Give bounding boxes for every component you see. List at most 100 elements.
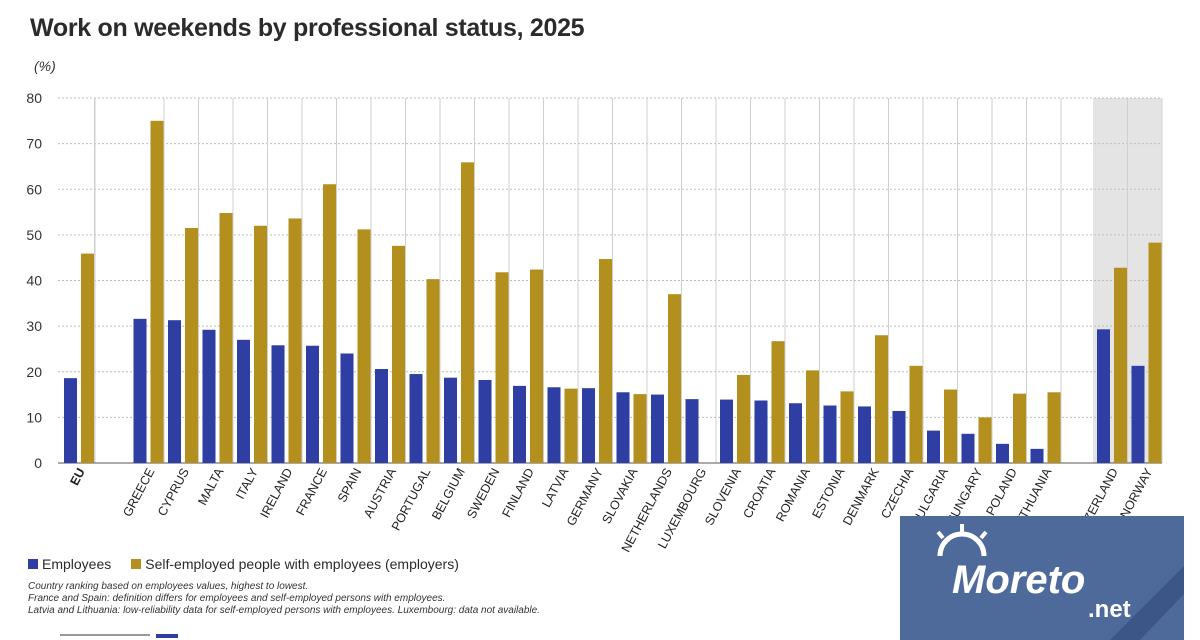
x-tick-label: FINLAND — [499, 466, 536, 520]
bar-employees — [858, 406, 871, 463]
bar-employers — [668, 294, 681, 463]
bar-employers — [81, 253, 94, 463]
x-tick-label: ESTONIA — [809, 465, 847, 520]
bar-employers — [840, 391, 854, 463]
chart-title: Work on weekends by professional status,… — [30, 14, 585, 42]
y-tick-label: 50 — [26, 227, 42, 243]
bar-employees — [271, 345, 285, 463]
bar-employers — [1013, 393, 1026, 463]
x-tick-label: FRANCE — [293, 466, 329, 518]
bar-employers — [1047, 392, 1061, 463]
bar-employees — [444, 377, 457, 463]
bar-employees — [547, 387, 561, 463]
x-tick-label: AUSTRIA — [361, 465, 399, 520]
bar-employees — [685, 399, 699, 463]
bar-employers — [357, 229, 371, 463]
x-tick-label: MALTA — [195, 465, 226, 507]
y-tick-label: 80 — [26, 90, 42, 106]
bar-employers — [323, 184, 336, 463]
bar-employers — [1148, 242, 1162, 463]
bar-employees — [409, 374, 423, 463]
bar-employers — [461, 162, 474, 464]
bar-employers — [737, 374, 750, 463]
bar-employers — [219, 212, 233, 463]
bar-employees — [513, 385, 526, 463]
bar-employers — [875, 335, 888, 463]
bar-employers — [599, 259, 612, 463]
y-tick-label: 10 — [26, 409, 42, 425]
bar-employees — [927, 430, 940, 463]
x-tick-label: SPAIN — [335, 466, 365, 505]
bar-employees — [64, 378, 77, 463]
bar-employers — [185, 228, 198, 463]
x-tick-label: SWEDEN — [464, 466, 502, 521]
bar-employers — [426, 279, 440, 463]
y-tick-label: 60 — [26, 181, 42, 197]
y-tick-label: 0 — [34, 455, 42, 471]
bar-employees — [961, 433, 975, 463]
bar-employees — [168, 320, 181, 463]
x-tick-label: CZECHIA — [878, 465, 916, 521]
legend-label-employees: Employees — [42, 556, 112, 572]
bar-employees — [340, 353, 354, 463]
bar-employers — [806, 370, 819, 463]
footer-logo-fragment — [60, 634, 178, 638]
bar-employers — [530, 269, 543, 463]
bar-employees — [651, 394, 664, 463]
bar-employers — [288, 218, 302, 463]
bar-employees — [1131, 365, 1145, 463]
bar-employers — [495, 272, 509, 463]
legend-employers: Self-employed people with employees (emp… — [131, 556, 459, 572]
bar-employees — [996, 443, 1009, 463]
bar-employees — [478, 379, 492, 463]
x-tick-label: NORWAY — [1117, 465, 1155, 520]
bar-employers — [909, 365, 923, 463]
x-tick-label: SLOVENIA — [702, 465, 744, 527]
watermark-suffix: .net — [1088, 596, 1131, 623]
bar-employers — [633, 394, 647, 463]
watermark-text: Moreto — [952, 558, 1086, 602]
bar-employers — [150, 120, 164, 463]
bar-employees — [616, 392, 630, 463]
bar-employees — [720, 399, 733, 463]
bar-employers — [978, 417, 992, 463]
x-tick-label: DENMARK — [840, 465, 882, 527]
bar-employers — [392, 245, 405, 463]
bar-employees — [892, 410, 906, 463]
x-tick-label: ITALY — [233, 465, 261, 501]
x-tick-label: POLAND — [983, 466, 1019, 518]
x-tick-label: BELGIUM — [429, 466, 468, 522]
bar-employees — [789, 403, 802, 463]
bar-employees — [823, 405, 837, 463]
x-tick-label: CYPRUS — [155, 466, 192, 519]
bar-employees — [133, 318, 147, 463]
x-tick-label: ROMANIA — [773, 465, 813, 524]
bar-employers — [771, 341, 785, 463]
x-tick-label: GREECE — [120, 466, 157, 519]
x-tick-label: CROATIA — [740, 465, 778, 520]
legend: Employees Self-employed people with empl… — [28, 556, 473, 572]
bar-employees — [582, 388, 595, 463]
bar-employees — [237, 339, 250, 463]
footnote: Latvia and Lithuania: low-reliability da… — [28, 605, 540, 616]
x-tick-label: IRELAND — [258, 466, 296, 520]
legend-employees: Employees — [28, 556, 111, 572]
y-tick-label: 20 — [26, 364, 42, 380]
unit-label: (%) — [34, 58, 56, 74]
legend-swatch-employers — [131, 559, 142, 569]
y-tick-label: 40 — [26, 273, 42, 289]
bar-employees — [202, 329, 216, 463]
y-tick-label: 70 — [26, 136, 42, 152]
bar-employees — [1030, 448, 1044, 463]
sun-icon — [936, 524, 1184, 640]
bar-employees — [306, 345, 319, 463]
bar-employers — [944, 389, 957, 463]
bar-employers — [564, 388, 578, 463]
footnote: Country ranking based on employees value… — [28, 581, 309, 592]
x-tick-label: EU — [67, 466, 88, 488]
bar-employers — [254, 225, 267, 463]
watermark-logo: Moreto .net — [900, 516, 1184, 640]
legend-swatch-employees — [28, 559, 38, 569]
bar-employees — [1097, 329, 1110, 463]
